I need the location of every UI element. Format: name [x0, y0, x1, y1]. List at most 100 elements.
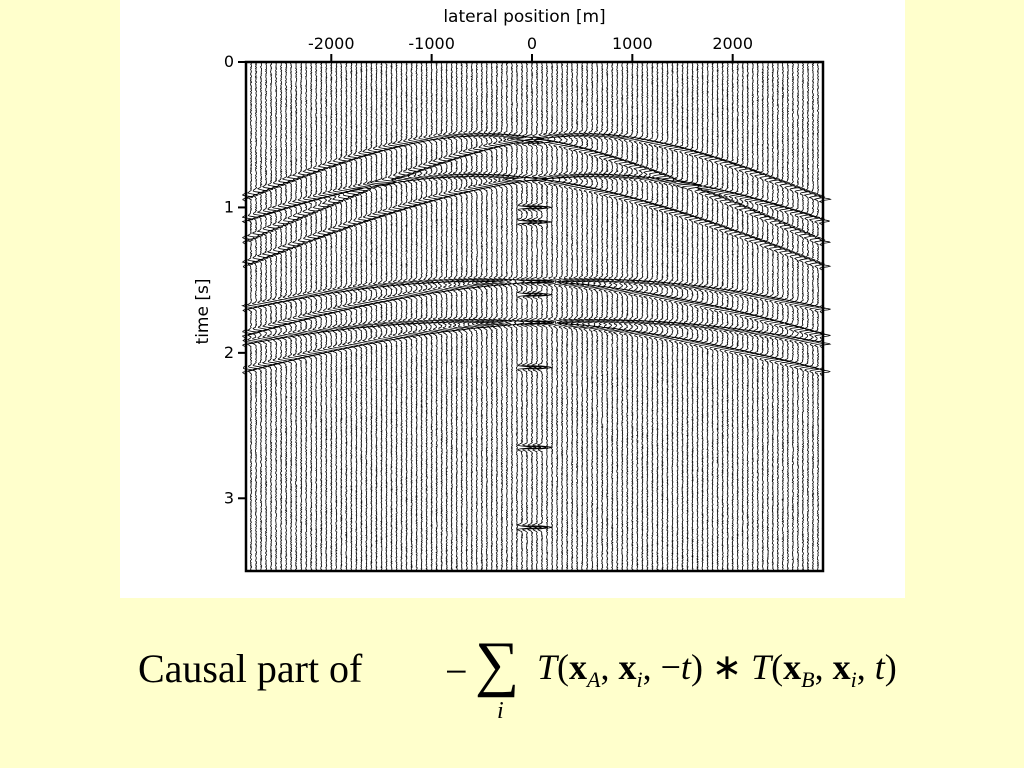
seismic-trace	[561, 61, 577, 571]
seismic-trace	[246, 61, 260, 571]
seismic-trace	[515, 61, 533, 571]
seismic-trace	[680, 61, 700, 571]
seismic-trace	[713, 61, 727, 571]
seismic-trace	[545, 61, 561, 571]
plot-frame	[244, 60, 825, 573]
seismic-trace	[798, 61, 812, 571]
seismic-trace	[261, 61, 275, 571]
seismic-trace	[466, 61, 481, 571]
seismic-trace	[793, 61, 807, 571]
seismic-trace	[490, 61, 505, 571]
seismic-trace	[321, 61, 336, 571]
seismic-trace	[655, 61, 671, 571]
seismic-trace	[717, 61, 732, 571]
summation-index: i	[497, 698, 504, 724]
seismic-trace	[728, 61, 742, 571]
seismic-trace	[356, 61, 370, 571]
seismic-trace	[452, 61, 466, 571]
seismic-trace	[632, 62, 647, 571]
seismic-trace	[401, 61, 416, 571]
seismic-trace	[768, 62, 782, 571]
summation-symbol: ∑	[475, 630, 520, 698]
seismic-trace	[296, 61, 310, 571]
seismic-trace	[361, 61, 376, 571]
seismic-trace	[587, 61, 602, 571]
seismic-trace	[602, 61, 616, 571]
x-tick-label: -2000	[308, 34, 355, 53]
seismic-section-chart: -2000 -1000 0 1000 2000 0 1 2 3 lateral position …	[193, 7, 832, 573]
seismic-trace	[672, 61, 688, 571]
seismic-trace	[266, 61, 280, 571]
seismic-trace	[676, 61, 697, 571]
seismic-trace	[503, 61, 521, 571]
x-tick-label: -1000	[408, 34, 455, 53]
seismic-trace	[697, 61, 712, 571]
seismic-trace	[706, 61, 721, 571]
seismic-trace	[366, 61, 380, 571]
seismic-trace	[818, 61, 832, 571]
seismic-trace	[813, 61, 827, 571]
seismic-trace	[637, 61, 652, 571]
seismic-trace	[475, 61, 491, 571]
seismic-trace	[575, 62, 591, 571]
seismic-trace	[700, 61, 717, 571]
figure-panel: -2000 -1000 0 1000 2000 0 1 2 3 lateral position …	[120, 0, 905, 598]
seismic-trace	[251, 61, 265, 571]
seismic-trace	[592, 61, 607, 571]
seismic-trace	[471, 61, 486, 571]
seismic-trace	[301, 61, 315, 571]
y-tick-label: 0	[224, 52, 234, 71]
seismic-trace	[437, 61, 451, 571]
x-tick-label: 1000	[612, 34, 653, 53]
seismic-trace	[753, 61, 767, 571]
seismic-trace	[778, 61, 792, 571]
seismic-trace	[688, 61, 702, 571]
seismic-trace	[763, 61, 777, 571]
seismic-trace	[241, 61, 255, 571]
seismic-trace	[535, 61, 554, 571]
seismic-trace	[331, 61, 346, 571]
seismic-trace	[570, 61, 586, 571]
seismic-trace	[394, 62, 411, 571]
seismic-trace	[552, 61, 566, 571]
seismic-trace	[732, 61, 746, 571]
seismic-trace	[758, 61, 772, 571]
seismic-trace	[416, 61, 430, 571]
seismic-trace	[662, 61, 677, 571]
seismic-trace	[369, 61, 389, 571]
formula-expression: T(xA, xi, −t) ∗ T(xB, xi, t)	[537, 647, 897, 693]
seismic-trace	[773, 61, 787, 571]
seismic-trace	[597, 61, 612, 571]
seismic-trace	[286, 61, 300, 571]
seismic-trace	[808, 62, 823, 571]
seismic-trace	[743, 61, 757, 571]
seismic-trace	[316, 61, 330, 571]
seismic-trace	[349, 61, 365, 571]
y-tick-label: 1	[224, 197, 234, 216]
seismic-trace	[447, 61, 461, 571]
seismic-trace	[341, 61, 355, 571]
seismic-trace	[497, 61, 511, 571]
seismic-trace	[643, 61, 657, 571]
seismic-trace	[607, 61, 622, 571]
seismic-trace	[692, 61, 706, 571]
formula-minus: −	[445, 649, 468, 694]
seismic-trace	[738, 61, 752, 571]
seismic-trace	[381, 61, 397, 571]
seismic-trace	[627, 61, 642, 571]
seismic-trace	[479, 61, 496, 571]
seismic-trace	[539, 62, 555, 571]
seismic-trace	[291, 61, 305, 571]
y-axis-label: time [s]	[193, 279, 213, 345]
x-tick-label: 2000	[712, 34, 753, 53]
x-tick-label: 0	[527, 34, 537, 53]
x-axis-label: lateral position [m]	[443, 7, 605, 27]
seismic-trace	[271, 61, 285, 571]
seismic-trace	[529, 61, 551, 571]
seismic-trace	[326, 61, 340, 571]
seismic-trace	[336, 61, 351, 571]
seismic-trace	[788, 61, 802, 571]
seismic-trace	[581, 61, 596, 571]
seismic-trace	[406, 61, 421, 571]
seismic-trace	[617, 61, 632, 571]
